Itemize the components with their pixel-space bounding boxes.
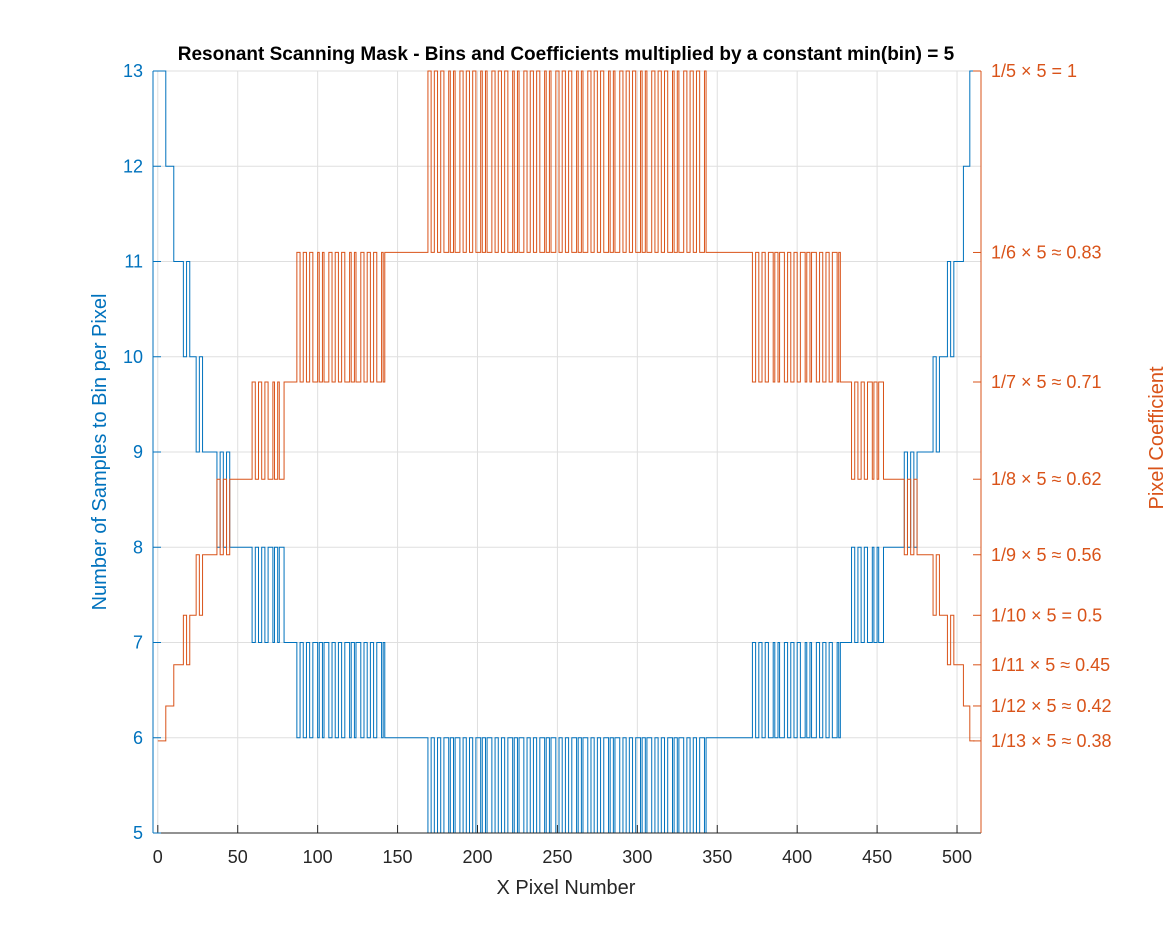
y-tick-label: 10	[123, 347, 143, 367]
x-tick-label: 0	[153, 847, 163, 867]
y-axis-label: Number of Samples to Bin per Pixel	[89, 294, 111, 611]
y2-tick-label: 1/13 × 5 ≈ 0.38	[991, 731, 1111, 751]
x-tick-label: 100	[303, 847, 333, 867]
y2-axis-label: Pixel Coefficient	[1146, 366, 1168, 509]
x-tick-label: 250	[542, 847, 572, 867]
y-tick-label: 12	[123, 156, 143, 176]
y2-tick-label: 1/8 × 5 ≈ 0.62	[991, 469, 1101, 489]
x-tick-label: 450	[862, 847, 892, 867]
chart-title: Resonant Scanning Mask - Bins and Coeffi…	[178, 44, 955, 65]
y-tick-label: 9	[133, 442, 143, 462]
y2-tick-label: 1/10 × 5 = 0.5	[991, 605, 1102, 625]
x-tick-label: 50	[228, 847, 248, 867]
x-tick-label: 350	[702, 847, 732, 867]
tick-labels: 0 50 100 150 200 250 300 350 400 450 500 5 6 7 8 9 10 11 1…	[123, 61, 1112, 867]
x-tick-label: 400	[782, 847, 812, 867]
y-tick-label: 13	[123, 61, 143, 81]
axes	[152, 70, 982, 834]
y-tick-label: 5	[133, 823, 143, 843]
y2-tick-label: 1/5 × 5 = 1	[991, 61, 1077, 81]
y2-tick-label: 1/12 × 5 ≈ 0.42	[991, 696, 1111, 716]
y2-tick-label: 1/11 × 5 ≈ 0.45	[991, 655, 1110, 675]
series-bins	[157, 70, 975, 834]
line-bins	[157, 70, 975, 834]
y-tick-label: 8	[133, 537, 143, 557]
y2-tick-label: 1/7 × 5 ≈ 0.71	[991, 372, 1101, 392]
y-tick-label: 11	[124, 252, 143, 272]
series-coefficient	[157, 70, 975, 742]
y-tick-label: 6	[133, 728, 143, 748]
y-tick-label: 7	[133, 633, 143, 653]
x-tick-label: 150	[383, 847, 413, 867]
x-tick-label: 300	[622, 847, 652, 867]
x-axis-label: X Pixel Number	[497, 877, 636, 899]
x-tick-label: 500	[942, 847, 972, 867]
line-coefficient	[157, 70, 975, 742]
y2-tick-label: 1/9 × 5 ≈ 0.56	[991, 545, 1101, 565]
y2-tick-label: 1/6 × 5 ≈ 0.83	[991, 242, 1101, 262]
x-tick-label: 200	[462, 847, 492, 867]
